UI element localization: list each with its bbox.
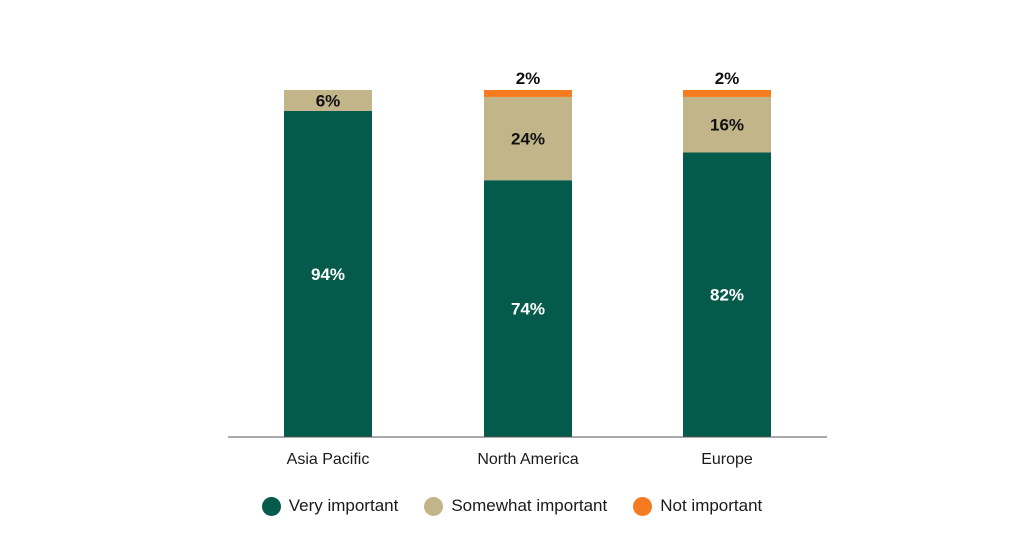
legend-item-very-important: Very important [261, 496, 399, 516]
x-tick-label-north-america: North America [477, 451, 578, 468]
x-tick-labels-group: Asia Pacific North America Europe [287, 451, 753, 468]
data-label-north-america-not-important: 2% [516, 69, 541, 88]
legend-swatch-somewhat-important [424, 496, 444, 516]
bar-asia-pacific-very-important [284, 110, 372, 437]
legend-item-not-important: Not important [633, 496, 762, 516]
data-label-europe-not-important: 2% [715, 69, 740, 88]
legend-item-somewhat-important: Somewhat important [424, 496, 607, 516]
bars-group [284, 90, 771, 437]
data-label-europe-very-important: 82% [710, 286, 744, 305]
legend-swatch-not-important [633, 496, 653, 516]
legend-swatch-very-important [261, 496, 281, 516]
bar-north-america-not-important [484, 90, 572, 97]
bar-north-america-somewhat-important [484, 96, 572, 181]
x-tick-label-asia-pacific: Asia Pacific [287, 451, 370, 468]
bar-north-america-very-important [484, 180, 572, 437]
bar-asia-pacific-somewhat-important [284, 90, 372, 111]
data-label-north-america-very-important: 74% [511, 300, 545, 319]
legend-label-somewhat-important: Somewhat important [451, 496, 608, 515]
bar-europe-somewhat-important [683, 96, 771, 153]
legend-label-very-important: Very important [288, 496, 399, 515]
legend: Very important Somewhat important Not im… [0, 491, 1024, 521]
legend-label-not-important: Not important [660, 496, 763, 515]
data-labels-group: 94% 6% 74% 24% 2% 82% 16% 2% [311, 69, 744, 319]
data-label-europe-somewhat-important: 16% [710, 116, 744, 135]
data-label-asia-pacific-very-important: 94% [311, 265, 345, 284]
bar-europe-very-important [683, 152, 771, 437]
data-label-asia-pacific-somewhat-important: 6% [316, 91, 341, 110]
bar-europe-not-important [683, 90, 771, 97]
x-tick-label-europe: Europe [701, 451, 753, 468]
data-label-north-america-somewhat-important: 24% [511, 130, 545, 149]
